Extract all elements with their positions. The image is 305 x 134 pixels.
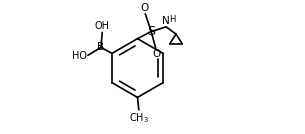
Text: B: B <box>97 42 105 53</box>
Text: O: O <box>141 3 149 13</box>
Text: N: N <box>162 16 170 26</box>
Text: O: O <box>152 49 160 59</box>
Text: OH: OH <box>95 21 110 31</box>
Text: HO: HO <box>72 51 87 61</box>
Text: CH$_3$: CH$_3$ <box>129 111 149 125</box>
Text: S: S <box>147 25 155 38</box>
Text: H: H <box>170 15 176 24</box>
